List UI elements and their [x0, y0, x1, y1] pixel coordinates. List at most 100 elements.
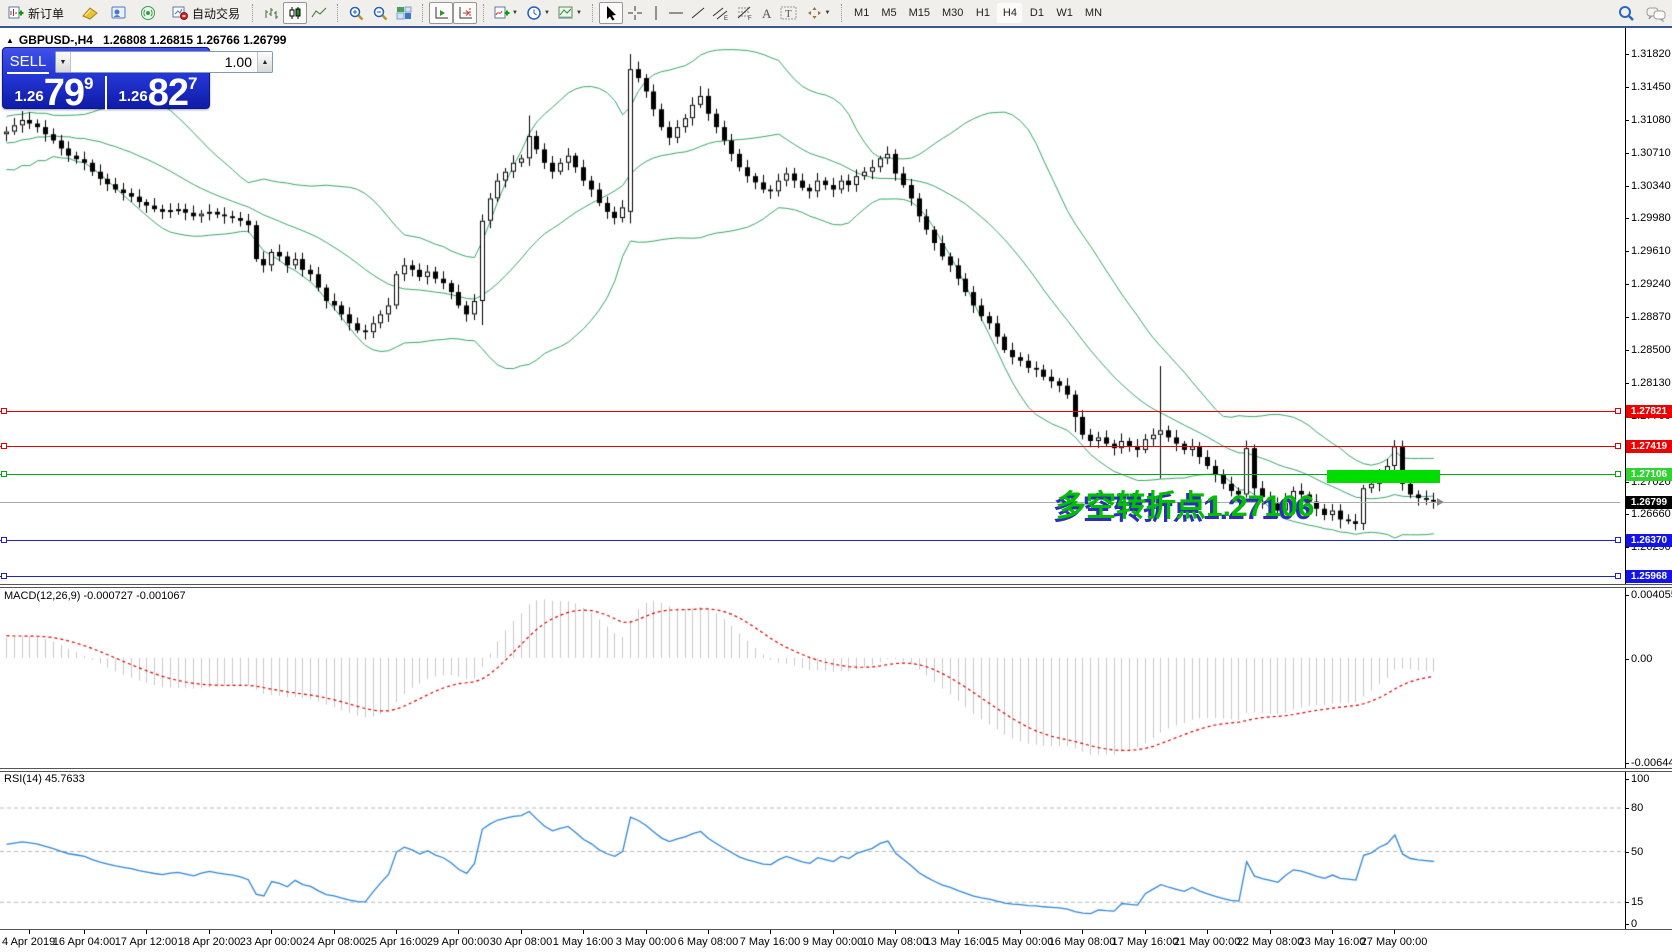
time-axis-label: 27 May 00:00	[1360, 936, 1428, 948]
sell-button[interactable]: SELL	[3, 51, 53, 74]
line-handle[interactable]	[1615, 408, 1621, 414]
market-watch-icon[interactable]	[107, 2, 131, 24]
cursor-icon[interactable]	[599, 2, 624, 24]
price-tick-label: 1.26660	[1631, 508, 1671, 520]
sell-price[interactable]: 1.26 79 9	[14, 72, 94, 114]
buy-price[interactable]: 1.26 82 7	[118, 72, 198, 114]
line-handle[interactable]	[1615, 471, 1621, 477]
chart-shift-icon[interactable]	[453, 2, 478, 24]
toolbar-grip	[337, 4, 339, 22]
text-icon[interactable]: A	[757, 2, 777, 24]
bid-price-line	[0, 502, 1620, 503]
volume-up-button[interactable]: ▲	[257, 52, 272, 72]
trendline-icon[interactable]	[687, 2, 709, 24]
time-axis-tick	[334, 930, 335, 934]
horizontal-line-icon[interactable]	[665, 2, 687, 24]
timeframe-button-h4[interactable]: H4	[997, 3, 1023, 23]
timeframe-button-h1[interactable]: H1	[975, 7, 990, 19]
price-chart[interactable]	[0, 28, 1625, 584]
timeframe-button-m15[interactable]: M15	[908, 7, 930, 19]
line-handle[interactable]	[1, 573, 7, 579]
line-handle[interactable]	[1615, 573, 1621, 579]
time-axis-tick	[1332, 930, 1333, 934]
time-axis-label: 18 Apr 20:00	[177, 936, 241, 948]
volume-input[interactable]	[71, 52, 257, 72]
chat-icon[interactable]	[1644, 2, 1668, 24]
time-axis-label: 10 May 08:00	[861, 936, 929, 948]
autotrading-button[interactable]: 自动交易	[166, 2, 246, 24]
line-handle[interactable]	[1615, 537, 1621, 543]
time-axis-label: 15 May 00:00	[986, 936, 1054, 948]
buy-button[interactable]: BUY	[275, 51, 325, 74]
time-axis-label: 16 Apr 04:00	[52, 936, 116, 948]
panel-splitter[interactable]	[0, 584, 1672, 588]
rsi-indicator-panel[interactable]	[0, 772, 1625, 929]
horizontal-level-line[interactable]	[0, 474, 1620, 475]
arrows-icon[interactable]: ▼	[801, 2, 835, 24]
horizontal-level-line[interactable]	[0, 411, 1620, 412]
price-tick-dash	[1625, 251, 1629, 252]
crosshair-icon[interactable]	[623, 2, 647, 24]
search-icon[interactable]	[1614, 2, 1638, 24]
macd-indicator-panel[interactable]	[0, 588, 1625, 768]
tile-windows-icon[interactable]	[392, 2, 416, 24]
macd-scale-dash	[1625, 595, 1629, 596]
macd-scale-dash	[1625, 763, 1629, 764]
timeframe-button-m1[interactable]: M1	[854, 7, 870, 19]
svg-text:A: A	[762, 6, 772, 21]
bar-chart-icon[interactable]	[259, 2, 283, 24]
horizontal-level-line[interactable]	[0, 540, 1620, 541]
toolbar-grip	[841, 4, 843, 22]
highlight-rectangle[interactable]	[1327, 470, 1440, 483]
zoom-in-icon[interactable]	[344, 2, 368, 24]
level-price-label: 1.27821	[1626, 405, 1672, 418]
panel-splitter[interactable]	[0, 768, 1672, 772]
time-axis-tick	[958, 930, 959, 934]
autoscroll-icon[interactable]	[429, 2, 454, 24]
new-order-button[interactable]: 新订单	[2, 2, 70, 24]
time-axis-tick	[833, 930, 834, 934]
timeframe-button-mn[interactable]: MN	[1084, 7, 1103, 19]
zoom-out-icon[interactable]	[368, 2, 392, 24]
volume-down-button[interactable]: ▼	[56, 52, 71, 72]
time-axis-tick	[271, 930, 272, 934]
candlestick-icon[interactable]	[283, 2, 308, 24]
timeframe-button-m5[interactable]: M5	[881, 7, 897, 19]
signals-icon[interactable]	[136, 2, 160, 24]
timeframe-button-d1[interactable]: D1	[1029, 7, 1044, 19]
price-tick-dash	[1625, 317, 1629, 318]
time-axis-label: 13 May 16:00	[924, 936, 992, 948]
toolbar-grip	[422, 4, 424, 22]
periods-icon[interactable]: ▼	[522, 2, 554, 24]
timeframe-button-w1[interactable]: W1	[1056, 7, 1073, 19]
line-chart-icon[interactable]	[307, 2, 331, 24]
rsi-scale-dash	[1625, 924, 1629, 925]
profiles-icon[interactable]	[78, 2, 102, 24]
timeframe-button-m30[interactable]: M30	[942, 7, 964, 19]
line-handle[interactable]	[1, 471, 7, 477]
time-axis-tick	[708, 930, 709, 934]
horizontal-level-line[interactable]	[0, 446, 1620, 447]
price-tick-label: 1.30340	[1631, 180, 1671, 192]
line-handle[interactable]	[1, 537, 7, 543]
rsi-scale-label: 15	[1631, 896, 1644, 908]
time-axis-label: 9 May 00:00	[802, 936, 864, 948]
time-axis-label: 1 May 16:00	[552, 936, 614, 948]
line-handle[interactable]	[1, 408, 7, 414]
line-handle[interactable]	[1, 443, 7, 449]
pivot-annotation-text[interactable]: 多空转折点1.27106	[1056, 490, 1315, 523]
time-axis-label: 17 Apr 12:00	[114, 936, 178, 948]
horizontal-level-line[interactable]	[0, 576, 1620, 577]
fibonacci-icon[interactable]: F	[733, 2, 757, 24]
label-icon[interactable]: T	[777, 2, 801, 24]
line-handle[interactable]	[1615, 443, 1621, 449]
vertical-line-icon[interactable]	[647, 2, 665, 24]
autotrading-icon	[172, 5, 189, 21]
templates-icon[interactable]: ▼	[554, 2, 586, 24]
channel-icon[interactable]: E	[709, 2, 733, 24]
collapse-marker-icon[interactable]: ▲	[6, 36, 14, 45]
indicators-icon[interactable]: ▼	[490, 2, 522, 24]
volume-control: ▼ ▲	[55, 51, 273, 73]
toolbar: 新订单 自动交易 ▼ ▼ ▼ E F A T ▼ M1 M5 M15 M30 H1 H4 D…	[0, 0, 1672, 28]
